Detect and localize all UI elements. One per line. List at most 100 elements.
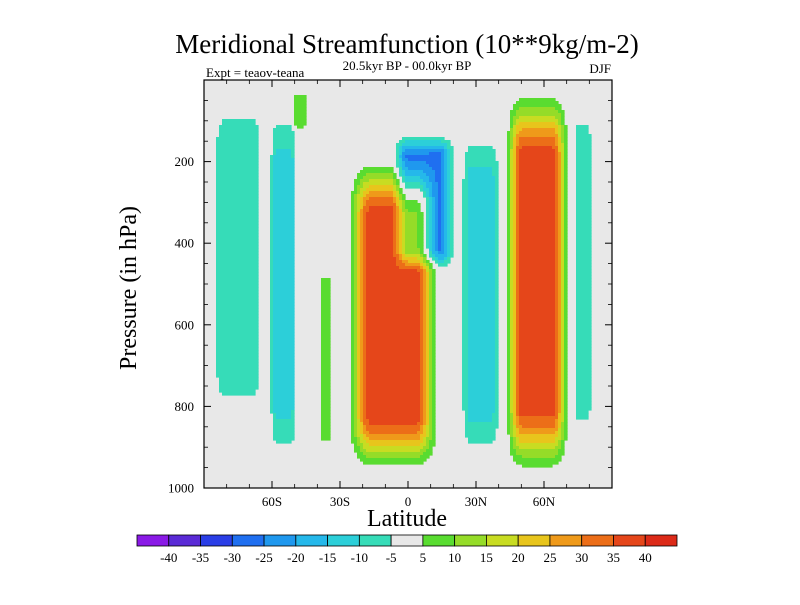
contour-cell [402, 209, 409, 213]
contour-cell [468, 197, 496, 201]
contour-cell [561, 116, 565, 120]
contour-cell [516, 179, 520, 183]
contour-cell [357, 371, 361, 375]
contour-cell [429, 188, 433, 192]
contour-cell [507, 395, 511, 399]
contour-cell [294, 122, 307, 126]
contour-cell [561, 272, 565, 276]
contour-cell [321, 398, 331, 402]
contour-cell [354, 242, 358, 246]
contour-cell [420, 314, 424, 318]
contour-cell [354, 287, 358, 291]
contour-cell [273, 158, 295, 162]
contour-cell [495, 314, 499, 318]
contour-cell [273, 365, 295, 369]
contour-cell [555, 155, 559, 159]
contour-cell [363, 383, 367, 387]
contour-cell [432, 191, 439, 195]
contour-cell [450, 164, 454, 168]
contour-cell [468, 335, 496, 339]
contour-cell [321, 350, 331, 354]
contour-cell [507, 203, 511, 207]
contour-cell [273, 197, 295, 201]
contour-cell [564, 179, 568, 183]
contour-cell [363, 311, 367, 315]
contour-cell [510, 215, 514, 219]
contour-cell [354, 254, 358, 258]
contour-cell [405, 254, 421, 258]
contour-cell [273, 407, 295, 411]
contour-cell [420, 305, 424, 309]
contour-cell [507, 143, 511, 147]
colorbar-label: 10 [448, 550, 461, 565]
contour-cell [450, 221, 454, 225]
contour-cell [468, 278, 496, 282]
contour-cell [360, 407, 364, 411]
contour-cell [450, 197, 454, 201]
contour-cell [510, 254, 514, 258]
contour-cell [270, 272, 274, 276]
contour-cell [510, 434, 514, 438]
contour-cell [354, 416, 358, 420]
contour-cell [522, 464, 553, 468]
y-tick-label: 1000 [168, 481, 194, 496]
contour-cell [468, 191, 496, 195]
contour-cell [396, 191, 400, 195]
contour-cell [354, 368, 358, 372]
contour-cell [294, 113, 307, 117]
contour-cell [360, 332, 364, 336]
contour-cell [555, 227, 559, 231]
contour-cell [426, 428, 430, 432]
contour-cell [357, 419, 361, 423]
contour-cell [555, 347, 559, 351]
contour-cell [462, 326, 469, 330]
contour-cell [561, 404, 565, 408]
contour-cell [438, 251, 445, 255]
contour-cell [273, 182, 295, 186]
contour-cell [363, 209, 370, 213]
contour-cell [366, 194, 394, 198]
contour-cell [561, 179, 565, 183]
contour-cell [513, 455, 523, 459]
contour-cell [426, 434, 430, 438]
contour-cell [321, 365, 331, 369]
contour-cell [429, 377, 433, 381]
contour-cell [447, 212, 451, 216]
contour-cell [270, 251, 274, 255]
contour-cell [465, 173, 469, 177]
contour-cell [270, 323, 274, 327]
contour-cell [393, 194, 397, 198]
contour-cell [270, 320, 274, 324]
contour-cell [423, 395, 427, 399]
contour-cell [555, 335, 559, 339]
contour-cell [438, 239, 442, 243]
contour-cell [510, 203, 514, 207]
contour-cell [273, 173, 295, 177]
contour-cell [447, 218, 451, 222]
contour-cell [576, 308, 592, 312]
contour-cell [363, 395, 367, 399]
contour-cell [429, 407, 433, 411]
contour-cell [468, 386, 496, 390]
contour-cell [354, 419, 358, 423]
contour-cell [513, 326, 517, 330]
contour-cell [444, 221, 448, 225]
contour-cell [555, 419, 559, 423]
contour-cell [558, 134, 562, 138]
contour-cell [432, 209, 436, 213]
contour-cell [429, 224, 433, 228]
contour-cell [396, 155, 400, 159]
contour-cell [429, 200, 433, 204]
contour-cell [429, 401, 433, 405]
contour-cell [564, 236, 568, 240]
contour-cell [558, 236, 562, 240]
contour-cell [216, 263, 259, 267]
contour-cell [513, 191, 517, 195]
contour-cell [576, 218, 592, 222]
contour-cell [321, 314, 331, 318]
contour-cell [564, 233, 568, 237]
contour-cell [561, 410, 565, 414]
contour-cell [564, 281, 568, 285]
contour-cell [564, 140, 568, 144]
